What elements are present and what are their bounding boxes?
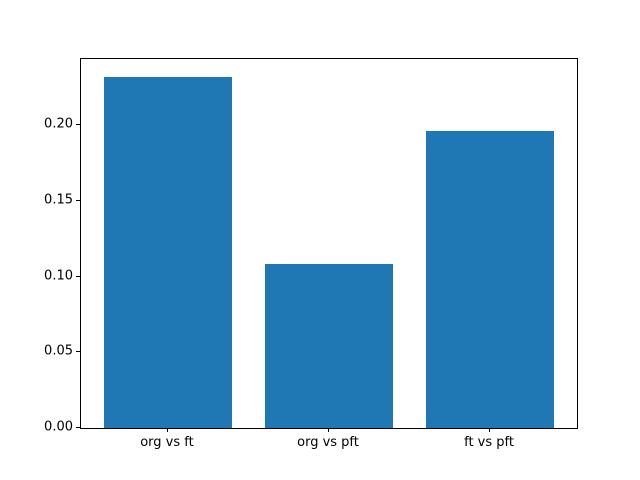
x-tick-label: org vs ft — [140, 435, 194, 450]
x-tick-mark — [489, 428, 491, 432]
plot-area — [80, 58, 578, 429]
y-tick-mark — [76, 427, 80, 428]
bar-ft-vs-pft — [425, 131, 555, 428]
x-tick-label: org vs pft — [297, 435, 359, 450]
y-tick-mark — [76, 275, 80, 277]
y-tick-label: 0.20 — [44, 116, 73, 132]
y-tick-mark — [76, 351, 80, 353]
y-tick-label: 0.15 — [44, 192, 73, 208]
x-tick-mark — [166, 428, 168, 432]
y-tick-label: 0.00 — [44, 419, 73, 435]
y-tick-label: 0.10 — [44, 268, 73, 284]
x-tick-mark — [328, 428, 329, 432]
y-tick-label: 0.05 — [44, 343, 73, 359]
bar-org-vs-pft — [264, 264, 394, 428]
x-tick-label: ft vs pft — [464, 435, 514, 450]
y-tick-mark — [76, 124, 80, 126]
y-tick-mark — [76, 199, 80, 201]
bar-org-vs-ft — [103, 76, 233, 428]
